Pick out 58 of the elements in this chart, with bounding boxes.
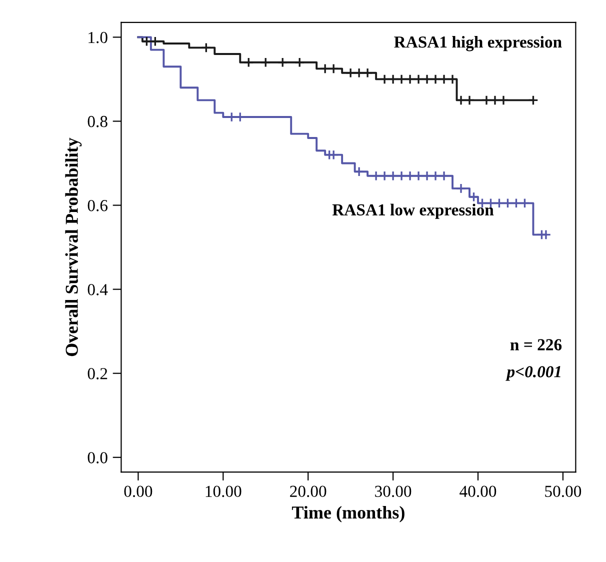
point	[413, 170, 424, 182]
point	[481, 94, 492, 106]
point	[260, 57, 271, 68]
point	[320, 63, 330, 74]
point	[456, 183, 466, 194]
point	[520, 198, 530, 208]
series-label: RASA1 low expression	[332, 204, 494, 219]
point	[464, 94, 475, 106]
point	[438, 170, 450, 182]
point	[511, 198, 522, 208]
point	[388, 170, 398, 182]
point	[430, 170, 441, 182]
y-tick-label: 0.6	[88, 200, 108, 212]
y-tick-label: 0.0	[88, 452, 108, 464]
point	[277, 57, 288, 68]
x-tick-label: 20.00	[290, 486, 326, 498]
series-label: RASA1 high expression	[394, 36, 562, 52]
point	[528, 94, 538, 106]
point	[294, 57, 305, 68]
point	[354, 68, 364, 78]
point	[396, 170, 407, 182]
x-tick-label: 30.00	[375, 486, 412, 498]
y-tick-label: 0.4	[88, 284, 108, 296]
point	[243, 57, 254, 68]
point	[150, 36, 160, 47]
point	[362, 68, 373, 78]
point	[379, 74, 390, 84]
annotation: n = 226	[510, 339, 562, 350]
point	[447, 74, 458, 84]
point	[404, 74, 416, 84]
point	[494, 198, 504, 208]
point	[490, 94, 500, 106]
x-axis-title: Time (months)	[292, 506, 404, 522]
point	[498, 94, 509, 106]
x-tick-label: 40.00	[460, 486, 496, 498]
point	[502, 198, 513, 208]
point	[379, 170, 390, 182]
point	[430, 74, 441, 84]
point	[422, 74, 432, 84]
point	[422, 170, 432, 182]
point	[200, 42, 212, 53]
point	[396, 74, 407, 84]
point	[404, 170, 416, 182]
y-axis-title: Overall Survival Probability	[65, 138, 82, 356]
annotation: p<0.001	[506, 366, 560, 381]
point	[438, 74, 450, 84]
point	[413, 74, 424, 84]
x-tick-label: 50.00	[545, 486, 582, 498]
y-tick-label: 0.8	[88, 116, 108, 128]
point	[328, 63, 339, 74]
x-tick-label: 0.00	[124, 486, 152, 498]
point	[370, 170, 382, 182]
point	[388, 74, 398, 84]
y-tick-label: 0.2	[88, 368, 108, 380]
x-tick-label: 10.00	[206, 486, 242, 498]
point	[141, 36, 152, 47]
y-tick-label: 1.0	[88, 32, 108, 44]
point	[345, 68, 356, 78]
